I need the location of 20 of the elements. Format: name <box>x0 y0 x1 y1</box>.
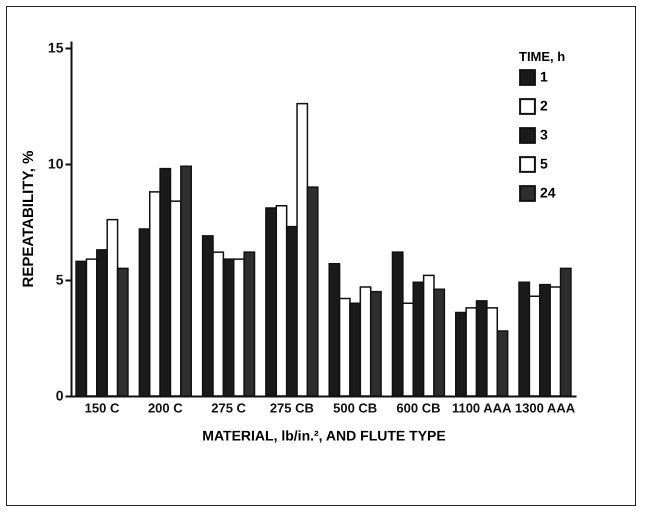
x-tick-label: 1300 AAA <box>514 400 576 416</box>
x-tick-label: 1100 AAA <box>452 400 512 416</box>
y-tick-label: 0 <box>56 388 64 404</box>
legend-title: TIME, h <box>519 49 566 64</box>
legend-label: 2 <box>540 98 548 114</box>
y-tick-label: 5 <box>56 271 64 288</box>
legend-label: 24 <box>540 184 556 200</box>
x-tick-label: 275 CB <box>270 400 314 416</box>
legend-label: 1 <box>540 68 548 84</box>
y-tick-label: 10 <box>48 155 64 172</box>
x-tick-label: 150 C <box>84 400 120 416</box>
x-axis-title: MATERIAL, lb/in.², AND FLUTE TYPE <box>202 428 446 444</box>
x-tick-label: 600 CB <box>396 400 440 416</box>
x-tick-label: 275 C <box>211 400 247 416</box>
x-tick-label: 200 C <box>148 400 184 416</box>
legend-label: 5 <box>540 156 548 172</box>
x-tick-label: 500 CB <box>333 400 378 416</box>
y-axis-title: REPEATABILITY, % <box>20 150 37 288</box>
y-tick-label: 15 <box>48 39 64 56</box>
legend-label: 3 <box>540 126 548 142</box>
